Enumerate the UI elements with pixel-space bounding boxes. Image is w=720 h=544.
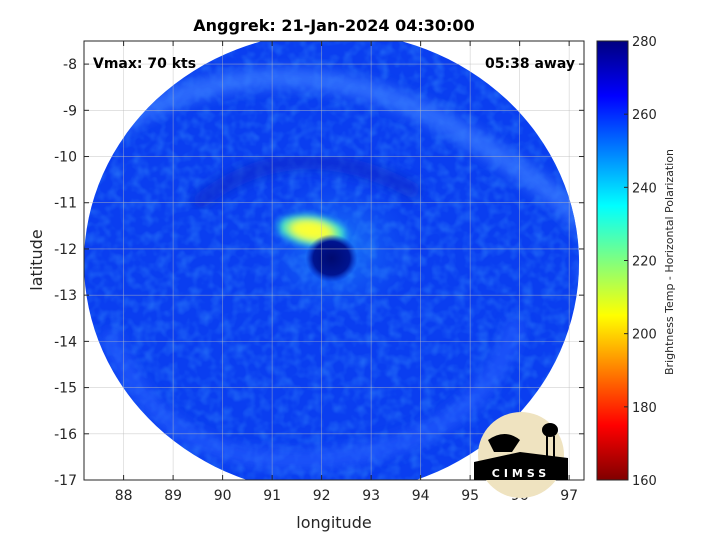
x-tick-label: 91 xyxy=(263,488,281,504)
y-tick-label: -14 xyxy=(54,334,77,350)
y-tick-label: -16 xyxy=(54,427,77,443)
colorbar xyxy=(596,40,629,481)
x-tick-label: 90 xyxy=(214,488,232,504)
x-tick-label: 88 xyxy=(115,488,133,504)
brightness-temp-swath xyxy=(84,41,580,480)
logo-water-tower-icon xyxy=(542,423,558,437)
x-tick-label: 93 xyxy=(362,488,380,504)
y-tick-label: -10 xyxy=(54,150,77,166)
vmax-annotation: Vmax: 70 kts xyxy=(93,56,196,72)
colorbar-tick-label: 280 xyxy=(632,35,657,50)
y-tick-label: -9 xyxy=(63,103,77,119)
colorbar-label: Brightness Temp - Horizontal Polarizatio… xyxy=(663,149,676,375)
cold-eye xyxy=(305,234,358,283)
time-away-annotation: 05:38 away xyxy=(485,56,575,72)
x-tick-label: 95 xyxy=(461,488,479,504)
colorbar-tick-label: 260 xyxy=(632,108,657,123)
x-tick-label: 97 xyxy=(560,488,578,504)
y-tick-label: -13 xyxy=(54,288,77,304)
x-axis-label: longitude xyxy=(296,513,371,532)
outer-rainband xyxy=(91,68,580,284)
y-tick-label: -8 xyxy=(63,57,77,73)
colorbar-tick-label: 200 xyxy=(632,328,657,343)
y-tick-label: -15 xyxy=(54,381,77,397)
x-tick-label: 94 xyxy=(412,488,430,504)
y-tick-label: -11 xyxy=(54,196,77,212)
cimss-logo: CIMSS xyxy=(474,412,568,498)
x-tick-label: 89 xyxy=(164,488,182,504)
axes-box xyxy=(83,40,585,481)
colorbar-ticks: 160 180 200 220 240 260 280 xyxy=(624,35,657,489)
logo-text: CIMSS xyxy=(492,467,550,480)
dark-moat-band xyxy=(190,153,423,212)
chart-title: Anggrek: 21-Jan-2024 04:30:00 xyxy=(193,16,474,35)
colorbar-tick-label: 180 xyxy=(632,401,657,416)
colorbar-tick-label: 220 xyxy=(632,255,657,270)
logo-ground xyxy=(474,452,568,480)
logo-satellite-dish-icon xyxy=(488,434,520,452)
y-axis-ticks: -8 -9 -10 -11 -12 -13 -14 -15 -16 -17 xyxy=(54,57,584,489)
colorbar-tick-label: 160 xyxy=(632,474,657,489)
grid xyxy=(84,41,584,481)
y-tick-label: -17 xyxy=(54,473,77,489)
x-tick-label: 92 xyxy=(313,488,331,504)
colorbar-tick-label: 240 xyxy=(632,181,657,196)
y-tick-label: -12 xyxy=(54,242,77,258)
inner-rainband xyxy=(100,318,526,470)
y-axis-label: latitude xyxy=(27,229,46,290)
